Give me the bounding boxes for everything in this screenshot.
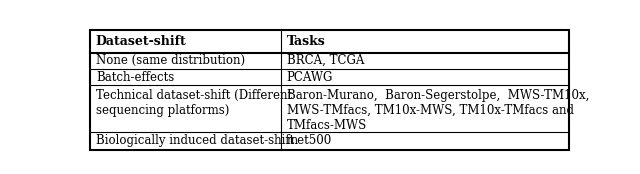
Text: Dataset-shift: Dataset-shift xyxy=(96,35,187,48)
Text: PCAWG: PCAWG xyxy=(287,70,333,84)
Text: Technical dataset-shift (Different
sequencing platforms): Technical dataset-shift (Different seque… xyxy=(96,89,292,117)
Text: Biologically induced dataset-shift: Biologically induced dataset-shift xyxy=(96,134,294,147)
Text: Tasks: Tasks xyxy=(287,35,326,48)
Text: Baron-Murano,  Baron-Segerstolpe,  MWS-TM10x,
MWS-TMfacs, TM10x-MWS, TM10x-TMfac: Baron-Murano, Baron-Segerstolpe, MWS-TM1… xyxy=(287,89,589,132)
Bar xyxy=(90,30,568,149)
Text: None (same distribution): None (same distribution) xyxy=(96,54,245,67)
Text: BRCA, TCGA: BRCA, TCGA xyxy=(287,54,364,67)
Text: Batch-effects: Batch-effects xyxy=(96,70,174,84)
Text: met500: met500 xyxy=(287,134,332,147)
